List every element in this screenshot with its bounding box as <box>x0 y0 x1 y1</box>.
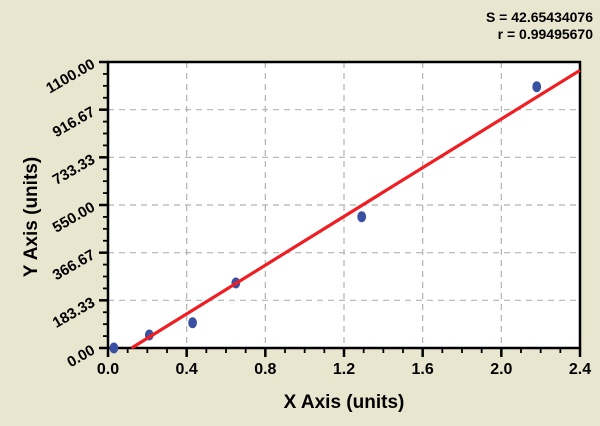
y-axis-title: Y Axis (units) <box>21 156 42 278</box>
y-tick-label: 550.00 <box>50 199 98 237</box>
y-tick-label: 1100.00 <box>43 56 98 97</box>
s-value: S = 42.65434076 <box>485 9 593 25</box>
x-tick-label: 2.0 <box>490 361 512 378</box>
plot-frame <box>106 60 582 350</box>
y-tick-label: 733.33 <box>50 151 98 189</box>
data-point <box>532 81 542 93</box>
y-tick-label: 183.33 <box>50 294 98 332</box>
y-tick-label: 366.67 <box>50 246 98 284</box>
x-tick-label: 1.2 <box>333 361 355 378</box>
x-tick-label: 2.4 <box>569 361 591 378</box>
data-point <box>357 211 367 223</box>
fit-statistics: S = 42.65434076 r = 0.99495670 <box>486 9 593 43</box>
fit-line <box>130 68 581 350</box>
y-tick-label: 0.00 <box>64 342 98 371</box>
data-point <box>109 342 119 354</box>
r-value: r = 0.99495670 <box>497 26 593 42</box>
x-tick-label: 1.6 <box>412 361 434 378</box>
x-tick-label: 0.8 <box>254 361 276 378</box>
x-tick-label: 0.0 <box>97 361 119 378</box>
x-tick-label: 0.4 <box>176 361 198 378</box>
data-point <box>188 317 197 329</box>
x-axis-title: X Axis (units) <box>283 392 405 413</box>
y-tick-label: 916.67 <box>50 103 98 141</box>
